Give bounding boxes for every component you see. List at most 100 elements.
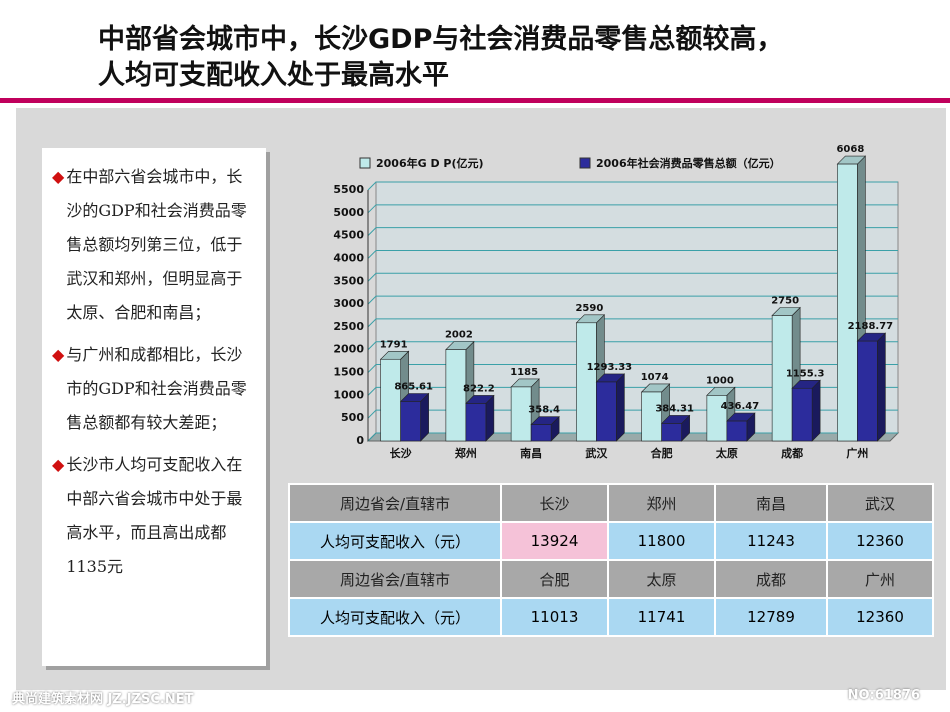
table-row: 人均可支配收入（元） 11013 11741 12789 12360 bbox=[288, 597, 934, 637]
bar bbox=[726, 420, 748, 442]
x-tick-label: 郑州 bbox=[455, 446, 477, 460]
bullet-text: 在中部六省会城市中，长沙的GDP和社会消费品零售总额均列第三位，低于武汉和郑州，… bbox=[66, 167, 247, 322]
table-cell: 周边省会/直辖市 bbox=[288, 483, 502, 523]
bar bbox=[576, 322, 597, 442]
table-cell: 人均可支配收入（元） bbox=[288, 521, 502, 561]
table-cell: 郑州 bbox=[607, 483, 716, 523]
data-label: 2002 bbox=[445, 330, 473, 341]
y-tick-label: 5000 bbox=[333, 206, 364, 219]
bar bbox=[706, 395, 728, 442]
bar-side bbox=[616, 373, 625, 442]
bullet-text: 长沙市人均可支配收入在中部六省会城市中处于最高水平，而且高出成都1135元 bbox=[66, 455, 243, 576]
bar-side bbox=[877, 332, 886, 442]
x-tick-label: 合肥 bbox=[651, 446, 673, 460]
y-tick-label: 500 bbox=[341, 411, 364, 424]
bullet: 长沙市人均可支配收入在中部六省会城市中处于最高水平，而且高出成都1135元 bbox=[52, 448, 256, 584]
footer-right: NO:61876 bbox=[847, 688, 920, 703]
footer-left: 典尚建筑素材网 JZ.JZSC.NET bbox=[12, 692, 194, 707]
legend-label: 2006年G D P(亿元) bbox=[376, 156, 484, 170]
grid-line bbox=[367, 295, 898, 305]
x-tick-label: 长沙 bbox=[390, 446, 412, 460]
y-tick-label: 2000 bbox=[333, 343, 364, 356]
y-tick-label: 1000 bbox=[333, 388, 364, 401]
data-label: 2188.77 bbox=[848, 321, 894, 332]
legend-label: 2006年社会消费品零售总额（亿元） bbox=[596, 156, 781, 170]
table-cell: 11013 bbox=[500, 597, 609, 637]
bar bbox=[465, 403, 487, 442]
bullet-box: 在中部六省会城市中，长沙的GDP和社会消费品零售总额均列第三位，低于武汉和郑州，… bbox=[42, 148, 266, 666]
bullet-text: 与广州和成都相比，长沙市的GDP和社会消费品零售总额都有较大差距； bbox=[66, 345, 247, 432]
data-label: 865.61 bbox=[394, 381, 433, 392]
data-label: 1000 bbox=[706, 375, 734, 386]
data-label: 2750 bbox=[771, 296, 799, 307]
grid-line bbox=[367, 181, 898, 191]
table-row: 周边省会/直辖市 长沙 郑州 南昌 武汉 bbox=[288, 483, 934, 523]
bar bbox=[400, 401, 421, 442]
legend-swatch bbox=[579, 157, 591, 169]
data-label: 1185 bbox=[510, 367, 538, 378]
table-cell: 合肥 bbox=[500, 559, 609, 599]
table-cell: 周边省会/直辖市 bbox=[288, 559, 502, 599]
data-label: 822.2 bbox=[463, 383, 495, 394]
table-cell: 广州 bbox=[826, 559, 934, 599]
bar bbox=[530, 424, 552, 442]
table-cell: 武汉 bbox=[826, 483, 934, 523]
x-tick-label: 武汉 bbox=[585, 446, 608, 460]
grid-line bbox=[367, 204, 898, 214]
data-label: 1074 bbox=[641, 372, 669, 383]
bar bbox=[791, 387, 813, 442]
x-tick-label: 广州 bbox=[846, 446, 868, 460]
data-label: 1293.33 bbox=[587, 362, 633, 373]
x-tick-label: 太原 bbox=[715, 446, 738, 460]
data-label: 1791 bbox=[380, 339, 408, 350]
y-tick-label: 0 bbox=[356, 434, 364, 447]
bar bbox=[380, 358, 401, 442]
bar bbox=[596, 381, 617, 442]
table-cell: 11800 bbox=[607, 521, 716, 561]
table-cell: 太原 bbox=[607, 559, 716, 599]
bar bbox=[837, 163, 858, 442]
y-tick-label: 1500 bbox=[333, 366, 364, 379]
y-tick-label: 3500 bbox=[333, 274, 364, 287]
data-label: 6068 bbox=[836, 144, 864, 155]
data-label: 384.31 bbox=[655, 403, 694, 414]
bar bbox=[445, 349, 467, 442]
grid-line bbox=[367, 249, 898, 259]
table-row: 周边省会/直辖市 合肥 太原 成都 广州 bbox=[288, 559, 934, 599]
title-line: 人均可支配收入处于最高水平 bbox=[98, 60, 449, 91]
table-cell: 12360 bbox=[826, 597, 934, 637]
grid-line bbox=[367, 341, 898, 351]
legend-swatch bbox=[359, 157, 371, 169]
bar bbox=[641, 391, 662, 442]
y-tick-label: 4000 bbox=[333, 251, 364, 264]
data-label: 2590 bbox=[575, 303, 603, 314]
bar bbox=[771, 315, 793, 442]
table-cell: 12360 bbox=[826, 521, 934, 561]
grid-line bbox=[367, 364, 898, 373]
grid-line bbox=[367, 227, 898, 236]
table: 周边省会/直辖市 长沙 郑州 南昌 武汉 人均可支配收入（元） 13924 11800 1124… bbox=[288, 483, 934, 637]
y-tick-label: 4500 bbox=[333, 229, 364, 242]
y-tick-label: 2500 bbox=[333, 320, 364, 333]
table-cell: 南昌 bbox=[714, 483, 828, 523]
data-label: 436.47 bbox=[721, 401, 760, 412]
table-cell: 13924 bbox=[500, 521, 609, 561]
table-cell: 人均可支配收入（元） bbox=[288, 597, 502, 637]
table-cell: 12789 bbox=[714, 597, 828, 637]
title: 中部省会城市中，长沙GDP与社会消费品零售总额较高， 人均可支配收入处于最高水平 bbox=[98, 22, 783, 94]
bar bbox=[857, 340, 878, 442]
table-row: 人均可支配收入（元） 13924 11800 11243 12360 bbox=[288, 521, 934, 561]
table-cell: 11741 bbox=[607, 597, 716, 637]
title-line: 中部省会城市中，长沙GDP与社会消费品零售总额较高， bbox=[98, 24, 784, 55]
grid-line bbox=[367, 272, 898, 282]
table-cell: 长沙 bbox=[500, 483, 609, 523]
table-cell: 11243 bbox=[714, 521, 828, 561]
data-label: 358.4 bbox=[528, 405, 560, 416]
bar bbox=[661, 423, 682, 442]
data-label: 1155.3 bbox=[786, 368, 825, 379]
bullet: 与广州和成都相比，长沙市的GDP和社会消费品零售总额都有较大差距； bbox=[52, 338, 256, 440]
grid-line bbox=[367, 318, 898, 328]
x-tick-label: 南昌 bbox=[520, 446, 542, 460]
